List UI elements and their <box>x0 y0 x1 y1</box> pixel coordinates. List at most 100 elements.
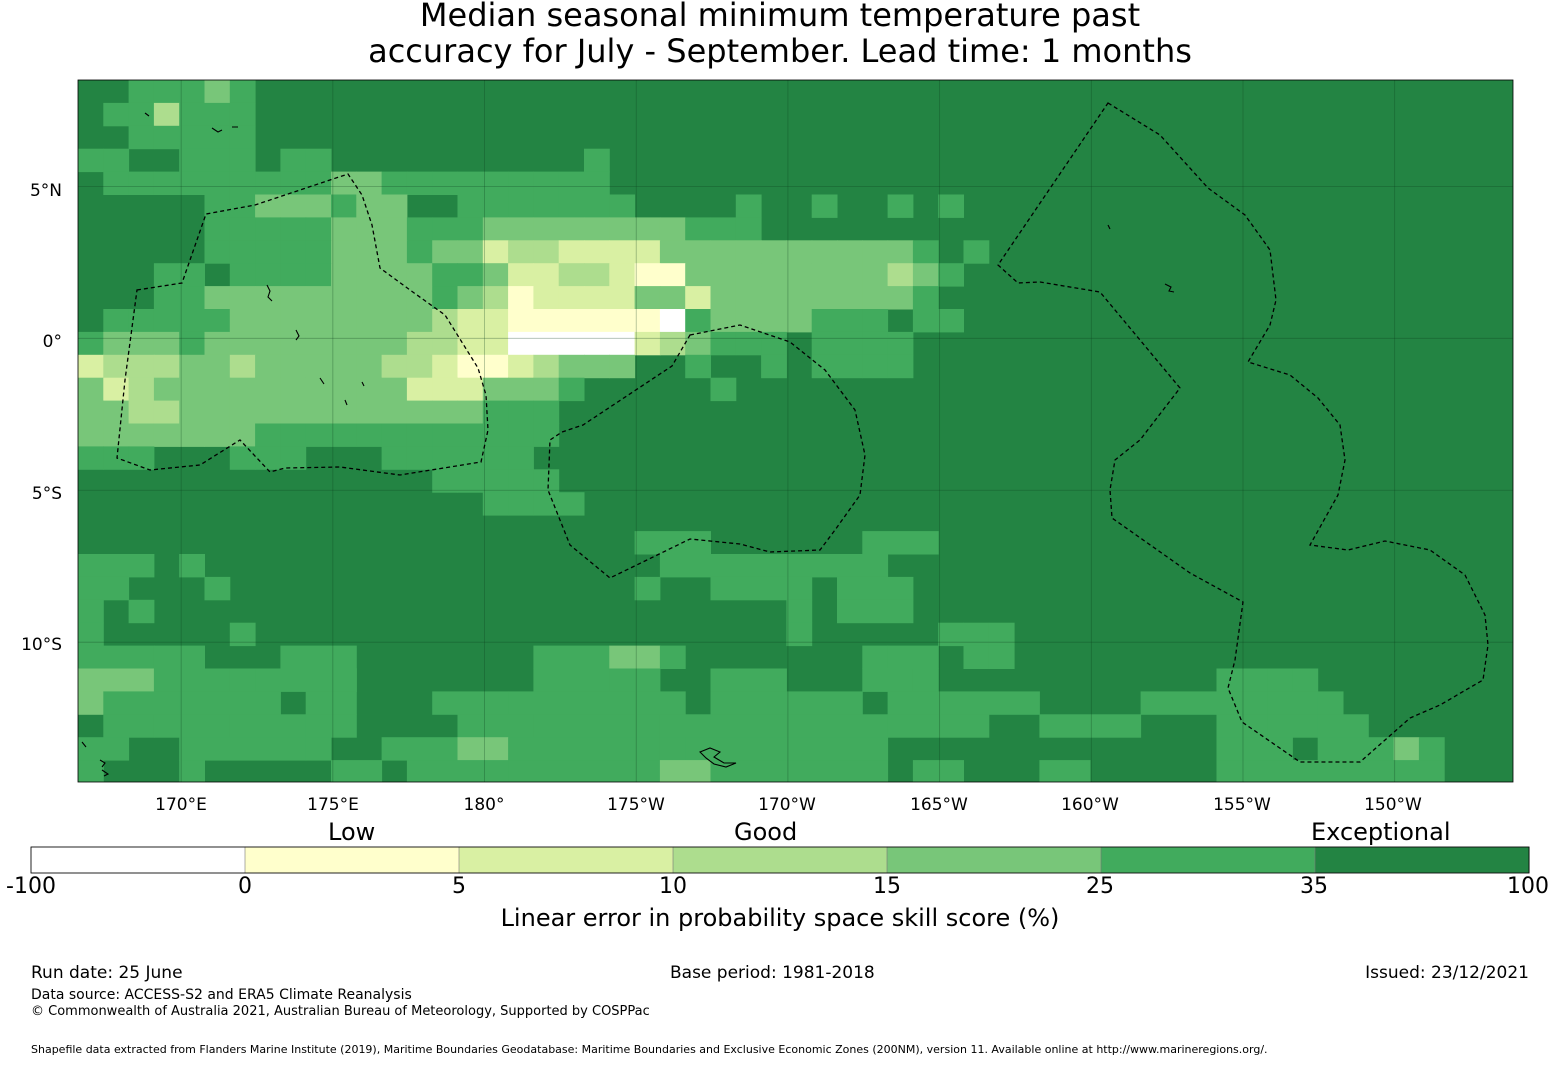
skill-cell <box>103 714 155 738</box>
skill-cell <box>255 423 281 447</box>
skill-cell <box>103 171 130 195</box>
skill-cell <box>938 263 964 287</box>
skill-cell <box>406 309 433 333</box>
skill-cell <box>153 714 231 738</box>
skill-cell <box>179 102 205 127</box>
skill-cell <box>938 622 964 647</box>
skill-cell <box>255 194 281 218</box>
skill-cell <box>432 240 458 264</box>
skill-cell <box>533 331 560 356</box>
skill-cell <box>482 240 509 264</box>
skill-cell <box>229 263 256 287</box>
skill-cell <box>204 102 231 127</box>
skill-cell <box>356 309 383 333</box>
skill-cell <box>508 171 534 195</box>
skill-cell <box>685 286 711 310</box>
skill-cell <box>1039 714 1142 738</box>
shapefile-credit: Shapefile data extracted from Flanders M… <box>31 1043 1268 1056</box>
skill-cell <box>153 309 180 333</box>
skill-cell <box>179 125 205 150</box>
skill-cell <box>533 377 560 402</box>
skill-cell <box>558 194 585 218</box>
skill-cell <box>508 492 534 516</box>
skill-cell <box>558 354 585 379</box>
skill-cell <box>811 286 838 310</box>
skill-cell <box>406 423 433 447</box>
skill-cell <box>153 400 180 424</box>
skill-cell <box>179 309 205 333</box>
skill-cell <box>229 622 256 647</box>
skill-cell <box>659 554 787 578</box>
skill-cell <box>862 286 889 310</box>
skill-cell <box>558 240 585 264</box>
skill-cell <box>1267 691 1319 715</box>
skill-cell <box>609 668 661 692</box>
skill-cell <box>432 354 458 379</box>
skill-cell <box>356 194 383 218</box>
skill-cell <box>331 240 357 264</box>
skill-cell <box>255 263 281 287</box>
skill-cell <box>482 331 509 356</box>
map-title-line-2: accuracy for July - September. Lead time… <box>368 32 1192 70</box>
skill-cell <box>482 354 509 379</box>
base-period: Base period: 1981-2018 <box>670 963 875 983</box>
skill-cell <box>381 423 408 447</box>
skill-cell <box>659 714 787 738</box>
skill-cell <box>710 760 889 782</box>
colorbar-swatch <box>672 846 888 874</box>
skill-cell <box>78 331 104 356</box>
skill-cell <box>432 263 458 287</box>
skill-cell <box>103 309 130 333</box>
eez-boundaries <box>116 102 1489 763</box>
skill-cell <box>255 286 281 310</box>
skill-cell <box>381 263 408 287</box>
skill-cell <box>280 217 307 241</box>
skill-cell <box>837 576 914 601</box>
skill-cell <box>862 309 889 333</box>
skill-cell <box>432 377 458 402</box>
skill-cell <box>305 194 332 218</box>
skill-cell <box>78 576 130 601</box>
skill-cell <box>912 240 939 264</box>
skill-cell <box>685 309 711 333</box>
skill-cell <box>229 377 256 402</box>
skill-cell <box>710 576 813 601</box>
skill-cell <box>204 240 231 264</box>
skill-cell <box>533 240 560 264</box>
skill-cell <box>811 331 838 356</box>
skill-cell <box>179 80 205 104</box>
skill-cell <box>204 286 231 310</box>
skill-cell <box>103 446 130 470</box>
skill-cell <box>508 446 534 470</box>
skill-cell <box>229 148 256 173</box>
skill-cell <box>1393 737 1420 761</box>
skill-cell <box>331 309 357 333</box>
skill-cell <box>609 263 636 287</box>
skill-cell <box>153 125 180 150</box>
skill-cell <box>406 446 433 470</box>
colorbar-swatch <box>458 846 674 874</box>
skill-cell <box>103 400 130 424</box>
skill-cell <box>305 309 332 333</box>
skill-cell <box>381 331 408 356</box>
skill-cell <box>204 331 231 356</box>
skill-cell <box>811 354 838 379</box>
skill-cell <box>685 263 711 287</box>
skill-cell <box>78 668 155 692</box>
skill-cell <box>634 217 661 241</box>
skill-cell <box>229 309 256 333</box>
skill-cell <box>229 668 256 692</box>
skill-cell <box>356 217 383 241</box>
skill-cell <box>331 377 357 402</box>
skill-cell <box>280 446 307 470</box>
skill-cell <box>811 194 838 218</box>
skill-cell <box>204 194 231 218</box>
skill-cell <box>508 217 534 241</box>
skill-cells <box>78 80 1445 782</box>
skill-cell <box>508 760 661 782</box>
skill-cell <box>179 691 281 715</box>
skill-cell <box>103 377 130 402</box>
colorbar-swatch <box>244 846 460 874</box>
skill-cell <box>609 217 636 241</box>
skill-cell <box>305 691 357 715</box>
